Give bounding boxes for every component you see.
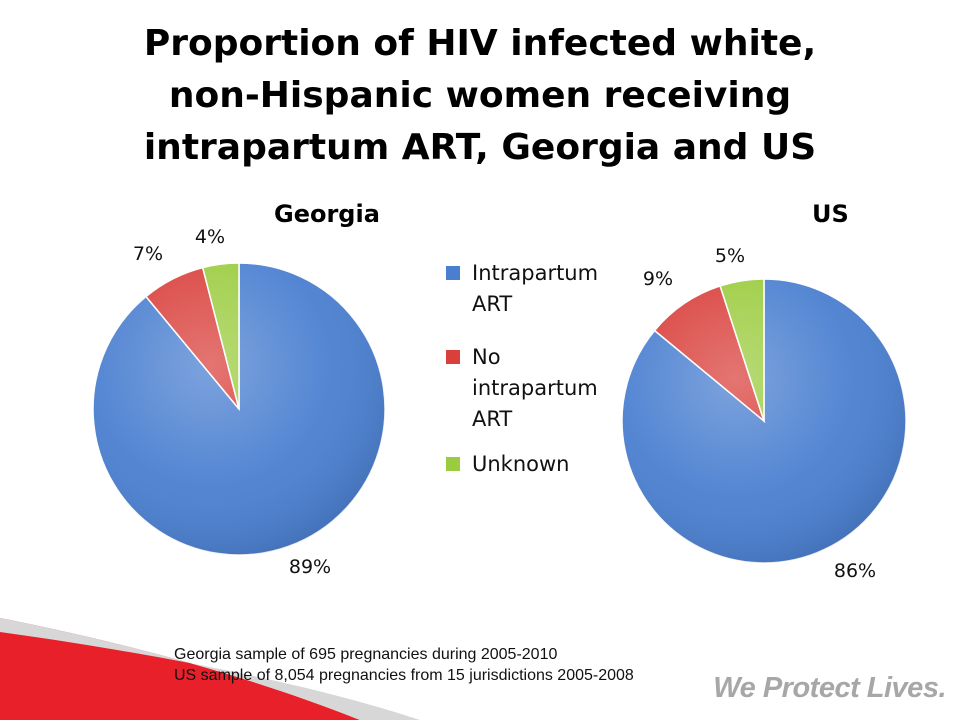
- legend-label-line: Intrapartum: [472, 261, 599, 285]
- legend-label-line: ART: [472, 407, 513, 431]
- legend-item-no-intrapartum-art: No intrapartum ART: [446, 342, 626, 435]
- pie-data-label: 7%: [133, 243, 163, 265]
- pie-data-label: 9%: [643, 268, 673, 290]
- us-chart-title: US: [812, 200, 849, 228]
- legend-label-line: intrapartum: [472, 376, 598, 400]
- gray-swoosh: [0, 618, 420, 720]
- pie-data-label: 5%: [715, 245, 745, 267]
- sample-notes: Georgia sample of 695 pregnancies during…: [174, 644, 634, 686]
- tagline: We Protect Lives.: [713, 672, 946, 704]
- chart-legend: Intrapartum ART No intrapartum ART Unkno…: [446, 258, 626, 502]
- pie-data-label: 86%: [834, 560, 876, 582]
- legend-label: Intrapartum ART: [472, 258, 626, 320]
- legend-label-line: ART: [472, 292, 513, 316]
- us-sample-note: US sample of 8,054 pregnancies from 15 j…: [174, 667, 634, 684]
- slide-title-line-3: intrapartum ART, Georgia and US: [143, 127, 817, 168]
- georgia-sample-note: Georgia sample of 695 pregnancies during…: [174, 646, 558, 663]
- pie-gloss: [93, 263, 385, 555]
- pie-data-label: 89%: [289, 556, 331, 578]
- legend-label: Unknown: [472, 449, 626, 480]
- georgia-pie: 89% 7% 4%: [92, 226, 386, 578]
- legend-label: No intrapartum ART: [472, 342, 626, 435]
- slide-title: Proportion of HIV infected white, non-Hi…: [60, 18, 900, 174]
- legend-swatch-blue: [446, 266, 460, 280]
- slide-title-line-2: non-Hispanic women receiving: [168, 75, 792, 116]
- us-pie: 86% 9% 5%: [621, 245, 907, 582]
- legend-item-intrapartum-art: Intrapartum ART: [446, 258, 626, 320]
- pie-gloss: [622, 279, 906, 563]
- legend-label-line: Unknown: [472, 452, 570, 476]
- slide-title-line-1: Proportion of HIV infected white,: [143, 23, 817, 64]
- georgia-chart-title: Georgia: [274, 200, 380, 228]
- legend-item-unknown: Unknown: [446, 449, 626, 480]
- legend-swatch-green: [446, 457, 460, 471]
- pie-data-label: 4%: [195, 226, 225, 248]
- legend-swatch-red: [446, 350, 460, 364]
- legend-label-line: No: [472, 345, 501, 369]
